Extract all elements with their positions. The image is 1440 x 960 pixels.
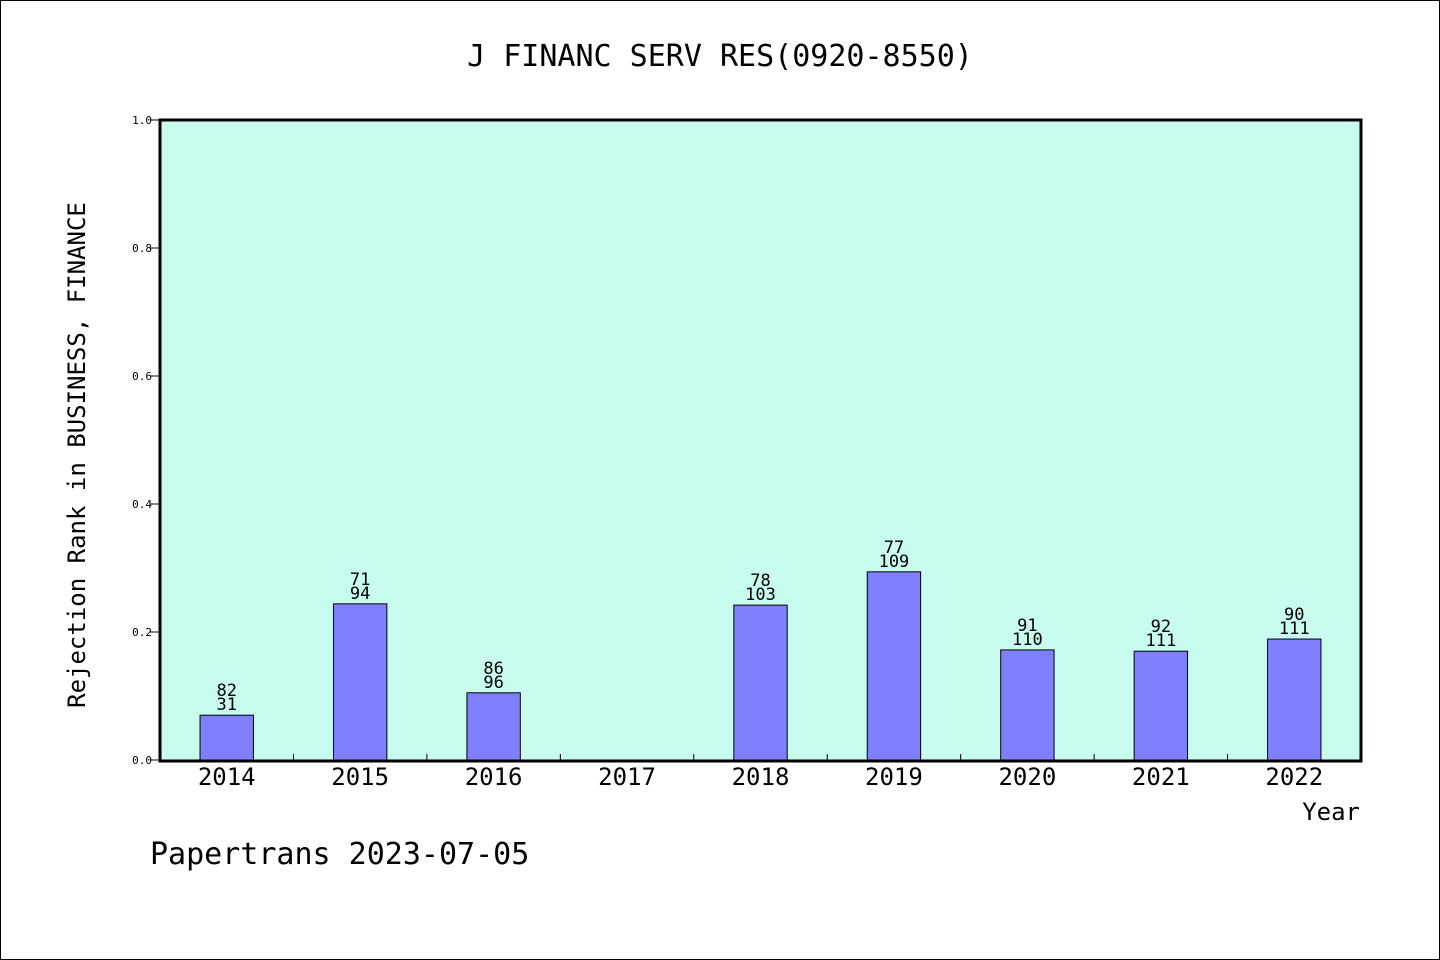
y-axis: 0.0 0.2 0.4 0.6 0.8 1.0 (132, 114, 160, 767)
y-tick-label: 0.6 (132, 370, 152, 383)
bar-label-top: 82 (216, 681, 236, 701)
y-tick-label: 0.4 (132, 498, 152, 511)
bar (332, 603, 388, 761)
y-tick-label: 0.8 (132, 242, 152, 255)
x-tick-label: 2015 (331, 763, 389, 791)
bar-label-top: 78 (750, 571, 770, 591)
chart-title: J FINANC SERV RES(0920-8550) (467, 39, 973, 74)
bar-series (199, 571, 1322, 761)
x-tick-label: 2018 (732, 763, 790, 791)
bar-label-top: 71 (350, 570, 370, 590)
bar-label-bottom: 94 (350, 584, 370, 604)
x-tick-label: 2019 (865, 763, 923, 791)
y-tick-label: 1.0 (132, 114, 152, 127)
bar (199, 714, 254, 761)
bar (1000, 649, 1055, 761)
y-axis-label: Rejection Rank in BUSINESS, FINANCE (63, 202, 91, 708)
bar-label-bottom: 109 (879, 552, 910, 572)
bar (466, 692, 521, 761)
x-tick-label: 2014 (198, 763, 256, 791)
y-tick-label: 0.0 (132, 754, 152, 767)
y-tick-label: 0.2 (132, 626, 152, 639)
bar-label-top: 91 (1017, 616, 1037, 636)
footer-text: Papertrans 2023-07-05 (150, 837, 529, 872)
x-tick-label: 2020 (998, 763, 1056, 791)
bar-label-top: 86 (483, 659, 503, 679)
x-tick-label: 2022 (1265, 763, 1323, 791)
x-axis-label: Year (1302, 798, 1360, 826)
x-tick-label: 2016 (465, 763, 523, 791)
bar-label-bottom: 110 (1012, 630, 1043, 650)
bar-label-bottom: 103 (745, 585, 776, 605)
bar (733, 604, 788, 761)
bar-label-top: 92 (1151, 617, 1171, 637)
x-tick-label: 2021 (1132, 763, 1190, 791)
bar-label-top: 90 (1284, 605, 1304, 625)
bar-label-bottom: 96 (483, 673, 503, 693)
bar (1133, 650, 1189, 761)
bar-label-bottom: 31 (216, 695, 236, 715)
x-tick-label: 2017 (598, 763, 656, 791)
x-axis: 2014 2015 2016 2017 2018 2019 2020 2021 2022 (198, 754, 1323, 791)
bar-label-bottom: 111 (1279, 619, 1310, 639)
bar-label-bottom: 111 (1145, 631, 1176, 651)
bar (1267, 638, 1322, 761)
bar (866, 571, 922, 761)
bar-label-top: 77 (884, 538, 904, 558)
